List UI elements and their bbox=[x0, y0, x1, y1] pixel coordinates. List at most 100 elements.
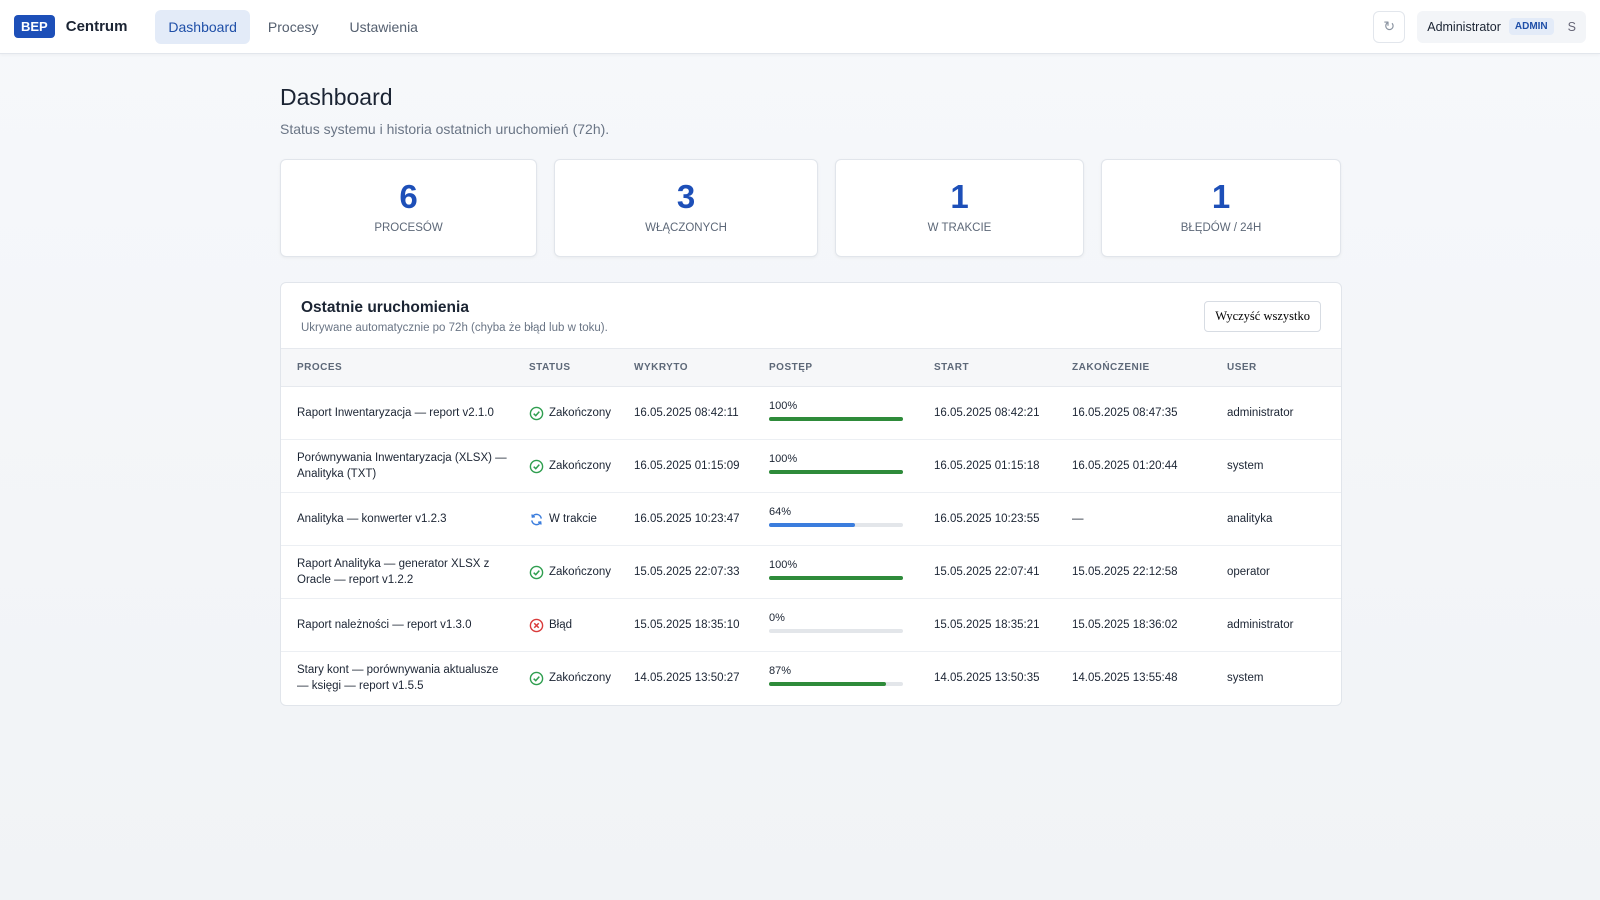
user-name: Administrator bbox=[1427, 19, 1501, 34]
status-icon bbox=[529, 671, 544, 686]
progress-label: 100% bbox=[769, 558, 798, 571]
column-header: ZAKOŃCZENIE bbox=[1064, 348, 1219, 387]
run-row: Raport Analityka — generator XLSX z Orac… bbox=[281, 545, 1341, 599]
stat-value: 1 bbox=[950, 178, 969, 215]
nav-link[interactable]: Ustawienia bbox=[349, 18, 418, 35]
end: 16.05.2025 01:20:44 bbox=[1064, 439, 1219, 493]
progress-bar bbox=[769, 522, 855, 527]
user: administrator bbox=[1219, 386, 1341, 440]
start: 16.05.2025 10:23:55 bbox=[926, 492, 1064, 546]
process-name: Stary kont — porównywania aktualusze — k… bbox=[297, 664, 499, 693]
status-icon bbox=[531, 513, 542, 525]
progress-bar bbox=[769, 681, 886, 686]
clear-button[interactable]: Wyczyść wszystko bbox=[1204, 301, 1321, 332]
stat-label: WŁĄCZONYCH bbox=[645, 222, 727, 234]
column-header: USER bbox=[1219, 348, 1341, 387]
progress-bar bbox=[769, 469, 903, 474]
process-name: Raport należności — report v1.3.0 bbox=[281, 598, 521, 652]
end: 14.05.2025 13:55:48 bbox=[1072, 672, 1178, 685]
status-cell: Zakończony bbox=[521, 545, 626, 599]
refresh-button[interactable]: ↻ bbox=[1373, 10, 1406, 43]
status-cell: Błąd bbox=[521, 598, 626, 652]
progress-bar bbox=[769, 575, 903, 580]
table-body: Raport Inwentaryzacja — report v2.1.0 Zak… bbox=[281, 386, 1341, 705]
user-initial: S bbox=[1567, 19, 1576, 34]
process-name: Raport Inwentaryzacja — report v2.1.0 bbox=[281, 386, 521, 440]
start: 15.05.2025 22:07:41 bbox=[926, 545, 1064, 599]
user: operator bbox=[1219, 545, 1341, 599]
user-box[interactable]: Administrator ADMIN S bbox=[1417, 10, 1586, 43]
status: Zakończony bbox=[529, 405, 618, 421]
progress-bar bbox=[769, 416, 903, 421]
brand: Centrum bbox=[65, 18, 128, 35]
status-text: Zakończony bbox=[549, 672, 612, 685]
progress-label: 87% bbox=[769, 664, 792, 677]
status: W trakcie bbox=[529, 511, 618, 527]
progress-track bbox=[769, 681, 903, 686]
status-icon bbox=[529, 406, 544, 420]
column-header: PROCES bbox=[281, 348, 521, 387]
stat-card: 3 WŁĄCZONYCH bbox=[554, 159, 818, 257]
progress-label: 64% bbox=[769, 505, 792, 518]
progress-track bbox=[769, 628, 903, 633]
stat-card: 1 BŁĘDÓW / 24H bbox=[1101, 159, 1341, 257]
detected: 16.05.2025 01:15:09 bbox=[626, 439, 761, 493]
progress-label: 100% bbox=[769, 452, 798, 465]
status-icon bbox=[529, 459, 544, 473]
stat-card: 6 PROCESÓW bbox=[280, 159, 537, 257]
status: Zakończony bbox=[529, 670, 618, 686]
detected: 14.05.2025 13:50:27 bbox=[634, 672, 740, 685]
panel-title: Ostatnie uruchomienia bbox=[301, 299, 469, 316]
panel-header: Ostatnie uruchomienia Ukrywane automatyc… bbox=[281, 283, 1341, 348]
status-cell: Zakończony bbox=[521, 439, 626, 493]
status-cell: Zakończony bbox=[521, 652, 626, 705]
progress-cell: 100% bbox=[761, 386, 926, 440]
run-row: Stary kont — porównywania aktualusze — k… bbox=[281, 652, 1341, 705]
user: system bbox=[1219, 439, 1341, 493]
start: 16.05.2025 08:42:21 bbox=[926, 386, 1064, 440]
run-row: Raport Inwentaryzacja — report v2.1.0 Zak… bbox=[281, 386, 1341, 440]
status: Zakończony bbox=[529, 564, 618, 580]
status: Zakończony bbox=[529, 458, 618, 474]
stat-value: 6 bbox=[399, 178, 418, 215]
start: 14.05.2025 13:50:35 bbox=[934, 672, 1040, 685]
progress-cell: 87% bbox=[761, 652, 926, 705]
status: Błąd bbox=[529, 617, 618, 633]
status-cell: Zakończony bbox=[521, 386, 626, 440]
stat-value: 1 bbox=[1211, 178, 1231, 215]
stat-label: BŁĘDÓW / 24H bbox=[1180, 222, 1262, 234]
stat-label: PROCESÓW bbox=[374, 222, 443, 234]
column-header: WYKRYTO bbox=[626, 348, 761, 387]
nav-link[interactable]: Procesy bbox=[267, 18, 319, 35]
status-text: W trakcie bbox=[549, 513, 597, 525]
status-text: Zakończony bbox=[549, 460, 612, 472]
content: Dashboard Status systemu i historia osta… bbox=[280, 54, 1342, 706]
progress-label: 100% bbox=[769, 399, 798, 412]
detected: 15.05.2025 22:07:33 bbox=[626, 545, 761, 599]
progress-label: 0% bbox=[769, 611, 785, 624]
user: administrator bbox=[1219, 598, 1341, 652]
page-title: Dashboard bbox=[280, 84, 393, 110]
process-name: Analityka — konwerter v1.2.3 bbox=[281, 492, 521, 546]
user: system bbox=[1227, 672, 1264, 685]
progress-cell: 0% bbox=[761, 598, 926, 652]
progress-cell: 64% bbox=[761, 492, 926, 546]
progress-track bbox=[769, 575, 903, 580]
stat-label: W TRAKCIE bbox=[927, 222, 992, 234]
runs-panel: Ostatnie uruchomienia Ukrywane automatyc… bbox=[280, 282, 1342, 706]
detected: 16.05.2025 08:42:11 bbox=[626, 386, 761, 440]
stats: 6 PROCESÓW 3 WŁĄCZONYCH 1 W TRAKCIE 1 BŁĘDÓW / … bbox=[280, 159, 1342, 257]
start: 16.05.2025 01:15:18 bbox=[926, 439, 1064, 493]
run-row: Porównywania Inwentaryzacja (XLSX) — Ana… bbox=[281, 439, 1341, 493]
panel-subtitle: Ukrywane automatycznie po 72h (chyba że … bbox=[301, 322, 608, 334]
progress-track bbox=[769, 416, 903, 421]
status-icon bbox=[529, 618, 544, 632]
process-name: Raport Analityka — generator XLSX z Orac… bbox=[281, 545, 521, 599]
nav-link[interactable]: Dashboard bbox=[155, 9, 250, 44]
status-text: Zakończony bbox=[549, 566, 612, 578]
start: 15.05.2025 18:35:21 bbox=[926, 598, 1064, 652]
page-subtitle: Status systemu i historia ostatnich uruc… bbox=[280, 121, 610, 137]
run-row: Raport należności — report v1.3.0 Błąd 15.… bbox=[281, 598, 1341, 652]
stat-card: 1 W TRAKCIE bbox=[835, 159, 1084, 257]
